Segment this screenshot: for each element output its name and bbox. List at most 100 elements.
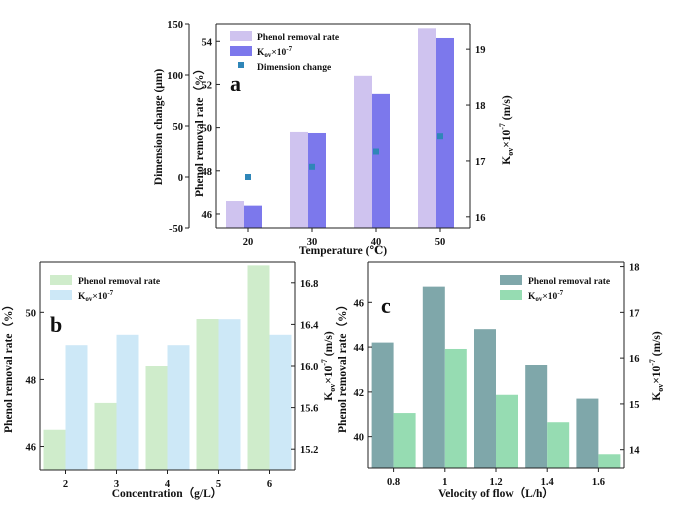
panel-c-bar-rate-1.6 <box>576 398 599 468</box>
panel-c-x-tick-label-1.4: 1.4 <box>541 477 555 488</box>
panel-b-right-tick-label-15.2: 15.2 <box>300 445 318 456</box>
panel-b-legend-swatch-kov <box>50 290 72 300</box>
panel-c-x-label: Velocity of flow（L/h） <box>438 486 554 500</box>
panel-a-bar-rate-40 <box>354 75 372 228</box>
panel-b-x-label: Concentration（g/L） <box>112 486 223 500</box>
panel-a-right-ticks: 16 17 18 19 <box>466 45 486 224</box>
panel-a-bar-kov-50 <box>436 37 454 229</box>
panel-a-bar-rate-30 <box>290 131 308 228</box>
panel-a-bars <box>226 28 454 229</box>
panel-c-legend-swatch-kov <box>500 290 522 300</box>
panel-b-letter: b <box>50 312 62 337</box>
panel-c-left-tick-label-46: 46 <box>354 298 365 309</box>
panel-a-left-tick-label-46: 46 <box>202 210 213 221</box>
panel-a-point-dimension-30 <box>309 163 315 170</box>
panel-b-bar-kov-2 <box>65 345 88 470</box>
panel-a-bar-kov-20 <box>244 205 262 228</box>
panel-c-letter: c <box>381 293 391 318</box>
panel-b-right-tick-label-16.0: 16.0 <box>300 362 318 373</box>
panel-a-points <box>245 133 443 180</box>
panel-c-left-y-label: Phenol removal rate（%） <box>335 299 349 433</box>
panel-b-right-ticks: 15.2 15.6 16.0 16.4 16.8 <box>291 279 319 456</box>
panel-b-bar-rate-3 <box>94 402 117 470</box>
panel-a-left-ticks: 46 48 50 52 54 <box>202 37 220 221</box>
panel-b-bars <box>43 265 292 470</box>
panel-a-bar-rate-50 <box>418 28 436 229</box>
panel-a-right-tick-label-19: 19 <box>475 45 486 56</box>
panel-b-left-tick-label-50: 50 <box>26 308 37 319</box>
panel-a-x-ticks: 20 30 40 50 <box>243 228 445 248</box>
panel-a-point-dimension-20 <box>245 174 251 180</box>
panel-a-right-tick-label-16: 16 <box>475 213 486 224</box>
panel-c-bar-kov-1.6 <box>598 454 621 468</box>
panel-c-bar-kov-1 <box>444 348 467 468</box>
panel-b-legend-swatch-rate <box>50 275 72 285</box>
panel-c-x-tick-label-1.6: 1.6 <box>592 477 605 488</box>
panel-a-outer-tick-label--50: -50 <box>169 224 183 235</box>
panel-c-legend: Phenol removal rate Kov×10-7 <box>500 275 610 303</box>
panel-a-left-tick-label-52: 52 <box>202 80 213 91</box>
panel-c-x-tick-label-0.8: 0.8 <box>387 477 400 488</box>
panel-a-legend-rate: Phenol removal rate <box>257 33 339 43</box>
panel-c-left-tick-label-42: 42 <box>354 388 365 399</box>
panel-c-right-ticks: 14 15 16 17 18 <box>620 263 640 457</box>
panel-a-left-y-label: Phenol removal rate（%） <box>192 63 206 197</box>
panel-c-bar-rate-0.8 <box>371 342 394 468</box>
panel-a-bar-rate-20 <box>226 201 244 228</box>
panel-b-bar-rate-4 <box>145 366 168 470</box>
panel-b-bar-rate-6 <box>247 265 270 470</box>
panel-b-x-tick-label-4: 4 <box>165 479 171 490</box>
panel-b-bar-rate-5 <box>196 319 219 470</box>
panel-c-right-tick-label-14: 14 <box>629 446 640 457</box>
panel-a-legend-swatch-dim <box>238 62 244 68</box>
panel-a-x-tick-label-40: 40 <box>371 237 382 248</box>
panel-c-legend-kov: Kov×10-7 <box>528 289 564 303</box>
panel-a-x-tick-label-30: 30 <box>307 237 318 248</box>
panel-b-legend: Phenol removal rate Kov×10-7 <box>50 275 160 303</box>
chart-panel-c: 0.8 1 1.2 1.4 1.6 40 42 44 46 14 15 16 17 18 Veloci… <box>335 261 665 500</box>
panel-c-bar-rate-1.2 <box>474 329 496 468</box>
panel-a-right-y-label: Kov×10-7 (m/s) <box>498 95 515 165</box>
chart-panel-a: 20 30 40 50 46 48 50 52 54 16 17 18 19 -50 0 50 100 15… <box>153 20 515 257</box>
panel-c-bar-rate-1 <box>422 286 445 468</box>
panel-a-x-tick-label-20: 20 <box>243 237 254 248</box>
panel-a-outer-tick-label-50: 50 <box>173 122 184 133</box>
panel-a-outer-tick-label-150: 150 <box>167 20 183 31</box>
panel-c-x-tick-label-1.2: 1.2 <box>489 477 502 488</box>
panel-c-legend-swatch-rate <box>500 275 522 285</box>
panel-c-right-tick-label-17: 17 <box>629 308 640 319</box>
panel-b-x-tick-label-2: 2 <box>63 479 68 490</box>
panel-c-bar-kov-1.2 <box>496 394 518 468</box>
panel-c-bar-kov-1.4 <box>547 422 570 468</box>
panel-b-bar-kov-5 <box>218 319 241 470</box>
panel-b-right-y-label: Kov×10-7 (m/s) <box>320 331 337 401</box>
panel-c-right-tick-label-16: 16 <box>629 354 640 365</box>
panel-b-left-tick-label-46: 46 <box>26 443 37 454</box>
panel-b-x-tick-label-3: 3 <box>114 479 119 490</box>
panel-a-left-tick-label-54: 54 <box>202 37 213 48</box>
panel-b-x-tick-label-5: 5 <box>216 479 221 490</box>
panel-a-legend-dim: Dimension change <box>257 63 331 73</box>
panel-a-axes <box>188 23 471 229</box>
panel-c-bar-rate-1.4 <box>525 365 548 468</box>
panel-a-outer-tick-label-0: 0 <box>178 173 183 184</box>
panel-b-x-tick-label-6: 6 <box>267 479 272 490</box>
panel-c-bar-kov-0.8 <box>393 413 416 468</box>
panel-c-right-tick-label-18: 18 <box>629 263 640 274</box>
panel-a-outer-y-label: Dimension change (μm) <box>153 69 165 186</box>
panel-b-legend-rate: Phenol removal rate <box>78 277 160 287</box>
panel-a-outer-tick-label-100: 100 <box>167 71 183 82</box>
panel-c-left-ticks: 40 42 44 46 <box>354 298 372 444</box>
panel-c-legend-rate: Phenol removal rate <box>528 277 610 287</box>
panel-b-bar-rate-2 <box>43 429 66 470</box>
panel-a-outer-ticks: -50 0 50 100 150 <box>167 20 189 235</box>
panel-b-bar-kov-3 <box>116 334 139 470</box>
panel-c-right-y-label: Kov×10-7 (m/s) <box>648 331 665 401</box>
panel-b-right-tick-label-16.8: 16.8 <box>300 279 318 290</box>
panel-a-legend: Phenol removal rate Kov×10-7 Dimension c… <box>230 31 339 73</box>
panel-c-left-tick-label-40: 40 <box>354 433 365 444</box>
panel-b-bar-kov-6 <box>269 334 292 470</box>
panel-b-left-y-label: Phenol removal rate（%） <box>1 299 15 433</box>
panel-a-point-dimension-40 <box>373 148 379 155</box>
panel-a-right-tick-label-18: 18 <box>475 101 486 112</box>
